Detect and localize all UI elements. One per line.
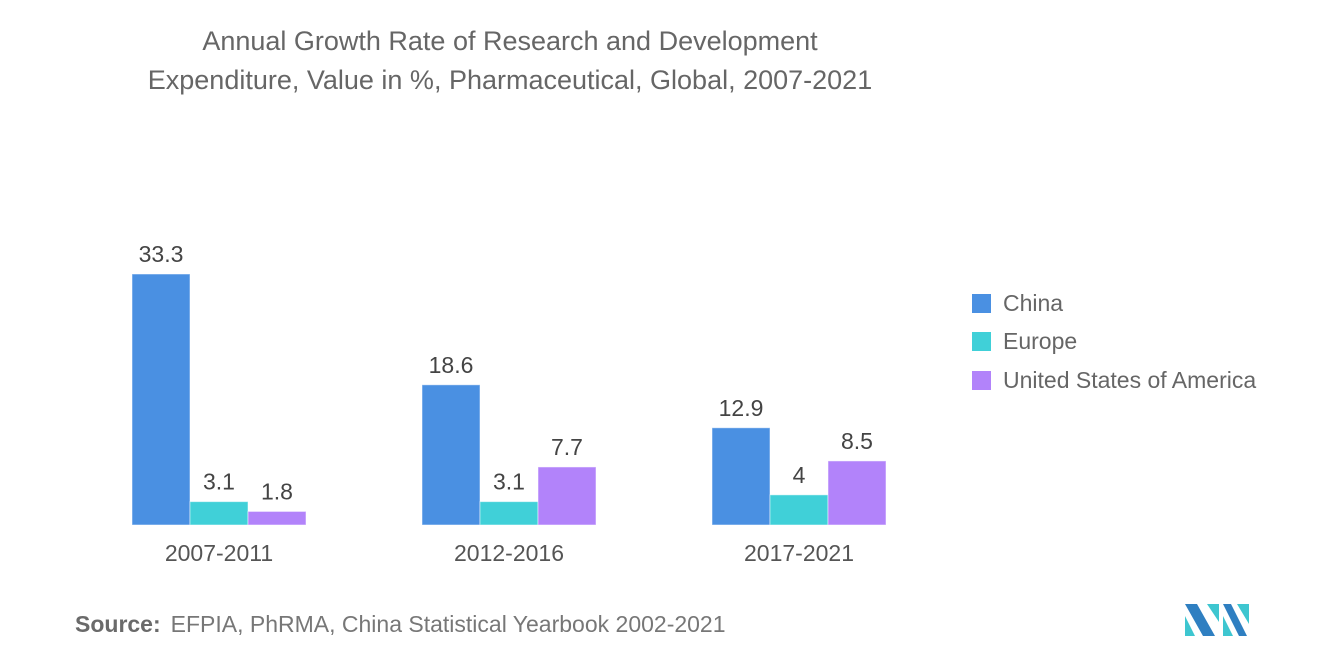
- data-label-europe-2012-2016: 3.1: [493, 469, 525, 495]
- data-label-united-states-of-america-2007-2011: 1.8: [261, 478, 293, 504]
- legend-swatch-china: [972, 293, 991, 313]
- data-label-europe-2007-2011: 3.1: [203, 469, 235, 495]
- bar-europe-2007-2011: [189, 501, 249, 526]
- legend-label-china: China: [1003, 289, 1064, 316]
- chart-legend: China Europe United States of America: [972, 284, 1256, 400]
- x-tick-label-2007-2011: 2007-2011: [165, 540, 273, 566]
- chart-title-line-1: Annual Growth Rate of Research and Devel…: [202, 26, 818, 56]
- legend-swatch-europe: [972, 332, 991, 352]
- legend-label-europe: Europe: [1003, 328, 1078, 355]
- chart-title: Annual Growth Rate of Research and Devel…: [0, 22, 1020, 100]
- data-label-united-states-of-america-2012-2016: 7.7: [551, 434, 583, 460]
- bar-china-2007-2011: [131, 273, 191, 526]
- data-label-united-states-of-america-2017-2021: 8.5: [841, 428, 873, 454]
- x-tick-label-2017-2021: 2017-2021: [744, 540, 854, 566]
- bar-china-2017-2021: [711, 427, 771, 526]
- x-tick-label-2012-2016: 2012-2016: [454, 540, 564, 566]
- legend-item-usa: United States of America: [972, 361, 1256, 400]
- bar-united-states-of-america-2007-2011: [247, 510, 307, 526]
- bar-united-states-of-america-2017-2021: [827, 460, 887, 526]
- data-label-europe-2017-2021: 4: [793, 462, 806, 488]
- legend-swatch-usa: [972, 370, 991, 390]
- bar-china-2012-2016: [421, 384, 481, 526]
- legend-label-usa: United States of America: [1003, 366, 1257, 393]
- data-label-china-2007-2011: 33.3: [139, 241, 184, 267]
- mordor-intelligence-logo-icon: [1185, 604, 1249, 636]
- bar-europe-2017-2021: [769, 494, 829, 526]
- legend-item-europe: Europe: [972, 323, 1256, 362]
- data-label-china-2017-2021: 12.9: [719, 395, 764, 421]
- bar-europe-2012-2016: [479, 501, 539, 526]
- source-note: Source: EFPIA, PhRMA, China Statistical Y…: [75, 611, 726, 638]
- bar-chart: 33.3 3.1 1.8 18.6 3.1 7.7 12.9 4 8.5 2007-2011 20…: [131, 241, 887, 566]
- chart-title-line-2: Expenditure, Value in %, Pharmaceutical,…: [147, 65, 873, 95]
- data-label-china-2012-2016: 18.6: [429, 352, 474, 378]
- source-text: EFPIA, PhRMA, China Statistical Yearbook…: [170, 611, 726, 637]
- source-label: Source:: [75, 611, 161, 637]
- legend-item-china: China: [972, 284, 1256, 323]
- bar-united-states-of-america-2012-2016: [537, 466, 597, 526]
